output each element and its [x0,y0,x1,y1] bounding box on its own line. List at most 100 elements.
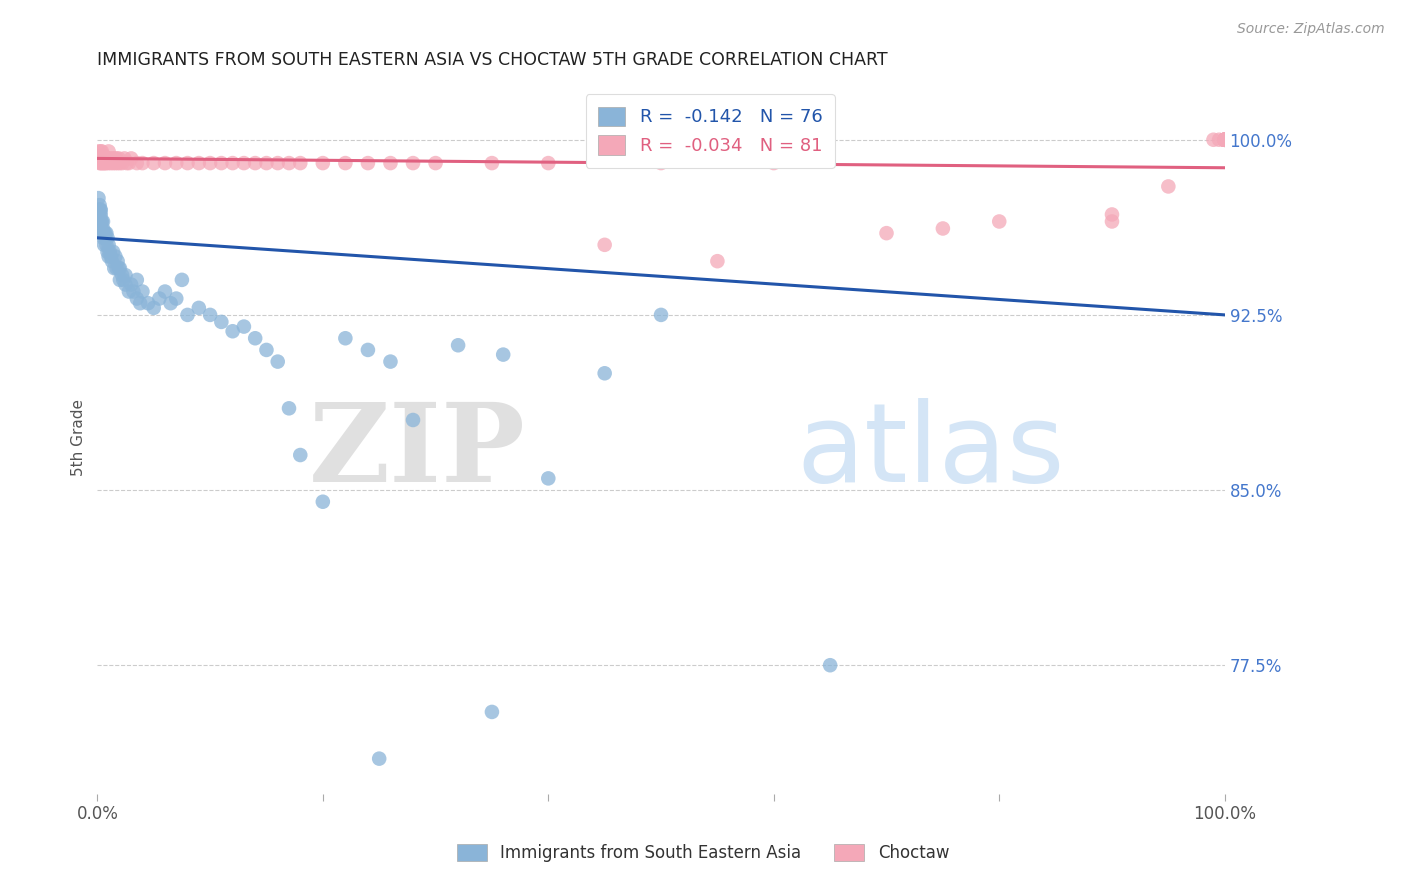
Point [97,237,120,252]
Point [90,156,112,170]
Point [209,156,232,170]
Point [1208,133,1230,147]
Point [1213,133,1236,147]
Point [90,145,112,159]
Point [1213,133,1236,147]
Point [131,285,153,299]
Point [221,156,243,170]
Point [90,221,112,235]
Point [988,214,1011,228]
Point [1101,214,1123,228]
Point [107,261,129,276]
Point [120,152,142,166]
Point [108,156,131,170]
Point [876,226,898,240]
Point [335,156,357,170]
Text: Source: ZipAtlas.com: Source: ZipAtlas.com [1237,22,1385,37]
Point [91,231,114,245]
Point [1213,133,1236,147]
Point [142,156,165,170]
Point [98,244,121,259]
Point [101,156,124,170]
Point [112,152,135,166]
Point [492,348,515,362]
Point [593,237,616,252]
Point [98,152,121,166]
Point [104,156,127,170]
Point [232,319,254,334]
Point [221,324,243,338]
Point [111,268,134,283]
Point [187,156,209,170]
Point [87,191,110,205]
Point [90,145,112,159]
Point [1213,133,1236,147]
Point [1213,133,1236,147]
Point [159,296,181,310]
Point [380,354,402,368]
Point [115,156,138,170]
Point [101,244,124,259]
Point [136,296,159,310]
Point [96,231,118,245]
Point [402,413,425,427]
Point [650,308,672,322]
Point [402,156,425,170]
Point [1213,133,1236,147]
Point [335,331,357,345]
Point [89,207,111,221]
Point [96,237,118,252]
Point [1213,133,1236,147]
Point [1213,133,1236,147]
Point [107,254,129,268]
Point [125,156,148,170]
Point [90,214,112,228]
Point [93,226,115,240]
Point [537,156,560,170]
Point [94,231,117,245]
Point [91,214,114,228]
Point [96,226,118,240]
Point [290,156,312,170]
Point [89,156,111,170]
Point [425,156,447,170]
Point [97,250,120,264]
Point [97,145,120,159]
Point [96,244,118,259]
Point [114,277,136,292]
Point [267,354,290,368]
Point [290,448,312,462]
Point [176,156,198,170]
Point [90,226,112,240]
Point [87,145,110,159]
Point [89,214,111,228]
Point [368,751,391,765]
Point [380,156,402,170]
Point [1213,133,1236,147]
Point [101,254,124,268]
Point [103,261,125,276]
Point [537,471,560,485]
Point [107,156,129,170]
Point [101,152,124,166]
Point [148,292,170,306]
Point [278,156,301,170]
Point [256,343,278,357]
Point [243,156,266,170]
Point [129,296,152,310]
Point [209,315,232,329]
Point [1101,207,1123,221]
Point [481,705,503,719]
Point [481,156,503,170]
Point [170,273,193,287]
Point [87,152,110,166]
Point [97,156,120,170]
Point [100,156,122,170]
Point [90,207,112,221]
Point [89,149,111,163]
Point [93,149,115,163]
Point [90,214,112,228]
Point [312,494,335,508]
Point [1202,133,1225,147]
Point [818,658,841,673]
